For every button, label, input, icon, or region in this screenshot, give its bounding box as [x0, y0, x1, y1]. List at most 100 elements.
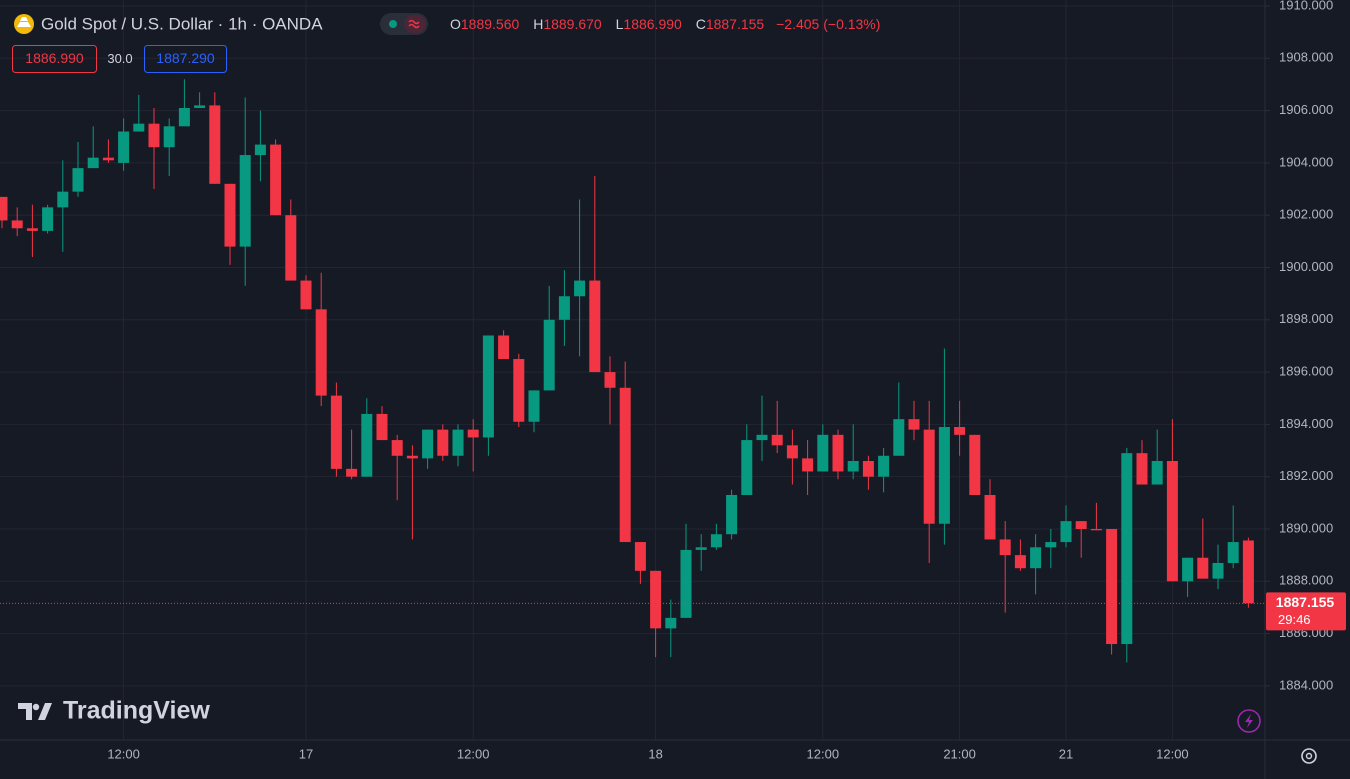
- candle-body: [315, 309, 327, 396]
- y-tick-label: 1894.000: [1279, 416, 1333, 431]
- candle-body: [1121, 453, 1133, 645]
- spread: 30.0: [107, 51, 132, 66]
- candle-body: [482, 335, 494, 438]
- x-tick-label: 18: [648, 746, 662, 761]
- candle-body: [680, 549, 692, 618]
- candle-body: [695, 547, 707, 550]
- candle-body: [1212, 562, 1224, 579]
- countdown: 29:46: [1278, 612, 1311, 627]
- last-price-tag: [1266, 592, 1346, 631]
- last-price-label: 1887.155: [1276, 594, 1335, 610]
- candle-body: [574, 280, 586, 297]
- candle-body: [224, 183, 236, 247]
- candle-body: [604, 372, 616, 388]
- candle-body: [710, 534, 722, 548]
- candle-body: [862, 460, 874, 477]
- candle-body: [87, 157, 99, 169]
- candle-body: [467, 429, 479, 438]
- candle-body: [589, 280, 601, 373]
- candle-body: [969, 434, 981, 495]
- lightning-icon: [1245, 714, 1253, 728]
- candle-body: [270, 144, 282, 216]
- watermark-logo-dot: [32, 703, 40, 711]
- candle-body: [1182, 557, 1194, 582]
- candle-body: [178, 107, 190, 127]
- close-value: 1887.155: [706, 16, 765, 32]
- candle-body: [923, 429, 935, 524]
- y-tick-label: 1892.000: [1279, 468, 1333, 483]
- candle-body: [346, 468, 358, 477]
- bid-box[interactable]: [12, 45, 97, 73]
- candle-body: [665, 617, 677, 629]
- candle-body: [498, 335, 510, 360]
- settings-button[interactable]: [1301, 748, 1317, 764]
- candle-body: [209, 105, 221, 184]
- x-tick-label: 21:00: [943, 746, 976, 761]
- candle-body: [254, 144, 266, 156]
- open-value: 1889.560: [461, 16, 520, 32]
- candle-body: [999, 539, 1011, 556]
- x-tick-label: 17: [299, 746, 313, 761]
- candle-body: [726, 494, 738, 535]
- candle-body: [452, 429, 464, 456]
- candle-body: [1060, 521, 1072, 543]
- x-tick-label: 12:00: [807, 746, 840, 761]
- candle-body: [148, 123, 160, 148]
- high-label: H: [533, 16, 543, 32]
- y-tick-label: 1888.000: [1279, 573, 1333, 588]
- overlay: 1887.155 29:46: [0, 592, 1346, 631]
- y-tick-label: 1884.000: [1279, 677, 1333, 692]
- candle-body: [878, 455, 890, 477]
- candle-body: [72, 168, 84, 192]
- candle-body: [300, 280, 312, 310]
- low-value: 1886.990: [623, 16, 682, 32]
- candle-body: [361, 413, 373, 477]
- candle-body: [954, 427, 966, 435]
- candle-body: [1075, 521, 1087, 529]
- candle-body: [756, 434, 768, 441]
- candle-body: [102, 157, 114, 161]
- candle-body: [513, 359, 525, 422]
- lightning-button[interactable]: [1237, 709, 1261, 733]
- candle-body: [786, 445, 798, 459]
- candle-body: [543, 319, 555, 391]
- candle-body: [285, 215, 297, 281]
- y-tick-label: 1896.000: [1279, 364, 1333, 379]
- watermark: TradingView: [63, 697, 210, 725]
- settings-icon: [1305, 752, 1313, 760]
- y-tick-label: 1906.000: [1279, 102, 1333, 117]
- ask-price: 1887.290: [156, 50, 215, 66]
- toggle-dot: [389, 20, 397, 28]
- candles: [0, 79, 1254, 663]
- high-value: 1889.670: [543, 16, 602, 32]
- y-tick-label: 1902.000: [1279, 207, 1333, 222]
- candle-body: [817, 434, 829, 472]
- candle-body: [741, 440, 753, 495]
- bid-price: 1886.990: [25, 50, 84, 66]
- candle-body: [1045, 542, 1057, 548]
- y-tick-label: 1898.000: [1279, 311, 1333, 326]
- y-tick-label: 1908.000: [1279, 50, 1333, 65]
- candle-body: [634, 542, 646, 571]
- chart-title[interactable]: Gold Spot / U.S. Dollar · 1h · OANDA: [41, 14, 323, 33]
- candle-body: [1151, 460, 1163, 485]
- candle-body: [239, 155, 251, 247]
- candle-body: [1030, 547, 1042, 569]
- ask-box[interactable]: [144, 45, 227, 73]
- candle-body: [558, 296, 570, 320]
- change-value: −2.405 (−0.13%): [776, 16, 880, 32]
- candle-body: [57, 191, 69, 208]
- candle-body: [984, 494, 996, 540]
- y-tick-label: 1904.000: [1279, 154, 1333, 169]
- y-tick-label: 1910.000: [1279, 0, 1333, 12]
- candle-body: [908, 419, 920, 430]
- candle-body: [1090, 528, 1102, 531]
- candle-body: [330, 395, 342, 469]
- x-tick-label: 12:00: [107, 746, 140, 761]
- x-tick-label: 12:00: [457, 746, 490, 761]
- candle-body: [1136, 453, 1148, 485]
- candle-body: [650, 570, 662, 629]
- candle-body: [1106, 528, 1118, 645]
